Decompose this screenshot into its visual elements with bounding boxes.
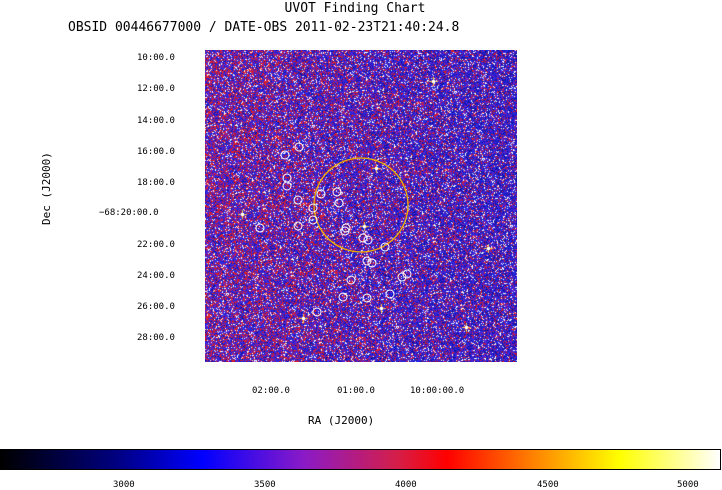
- colorbar-tick: 3000: [113, 480, 135, 490]
- source-marker: [282, 173, 292, 183]
- dec-tick: 28:00.0: [137, 333, 175, 343]
- source-marker: [308, 203, 318, 213]
- source-marker: [294, 142, 304, 152]
- source-marker: [340, 226, 350, 236]
- dec-tick: 22:00.0: [137, 240, 175, 250]
- target-region-circle: [313, 157, 409, 253]
- dec-tick: 18:00.0: [137, 178, 175, 188]
- source-marker: [255, 223, 265, 233]
- colorbar-tick: 5000: [677, 480, 699, 490]
- source-marker: [402, 269, 412, 279]
- source-marker: [362, 293, 372, 303]
- y-axis-label: Dec (J2000): [40, 152, 53, 225]
- source-marker: [358, 233, 368, 243]
- dec-tick: 12:00.0: [137, 84, 175, 94]
- source-marker: [312, 307, 322, 317]
- ra-tick: 10:00:00.0: [410, 386, 465, 396]
- source-marker: [334, 198, 344, 208]
- dec-tick: 14:00.0: [137, 116, 175, 126]
- source-markers: [255, 142, 412, 317]
- dec-tick: 26:00.0: [137, 302, 175, 312]
- source-marker: [282, 181, 292, 191]
- chart-title: UVOT Finding Chart: [284, 1, 426, 16]
- source-marker: [363, 235, 373, 245]
- source-marker: [293, 195, 303, 205]
- source-marker: [346, 275, 356, 285]
- colorbar-tick: 3500: [254, 480, 276, 490]
- source-marker: [308, 215, 318, 225]
- dec-tick: 16:00.0: [137, 147, 175, 157]
- source-marker: [293, 221, 303, 231]
- source-marker: [280, 150, 290, 160]
- colorbar-tick: 4000: [395, 480, 417, 490]
- x-axis-label: RA (J2000): [308, 414, 375, 427]
- ra-tick: 02:00.0: [252, 386, 290, 396]
- source-marker: [332, 187, 342, 197]
- source-marker: [397, 272, 407, 282]
- colorbar: [0, 449, 721, 470]
- source-marker: [338, 292, 348, 302]
- colorbar-tick: 4500: [537, 480, 559, 490]
- sky-image: [205, 50, 517, 362]
- ra-tick: 01:00.0: [337, 386, 375, 396]
- obs-info: OBSID 00446677000 / DATE-OBS 2011-02-23T…: [68, 20, 460, 35]
- source-marker: [316, 189, 326, 199]
- source-marker: [380, 242, 390, 252]
- source-marker: [367, 258, 377, 268]
- dec-tick: −68:20:00.0: [99, 208, 159, 218]
- source-marker: [362, 256, 372, 266]
- source-marker: [385, 289, 395, 299]
- region-overlay: [255, 142, 412, 317]
- dec-tick: 10:00.0: [137, 53, 175, 63]
- dec-tick: 24:00.0: [137, 271, 175, 281]
